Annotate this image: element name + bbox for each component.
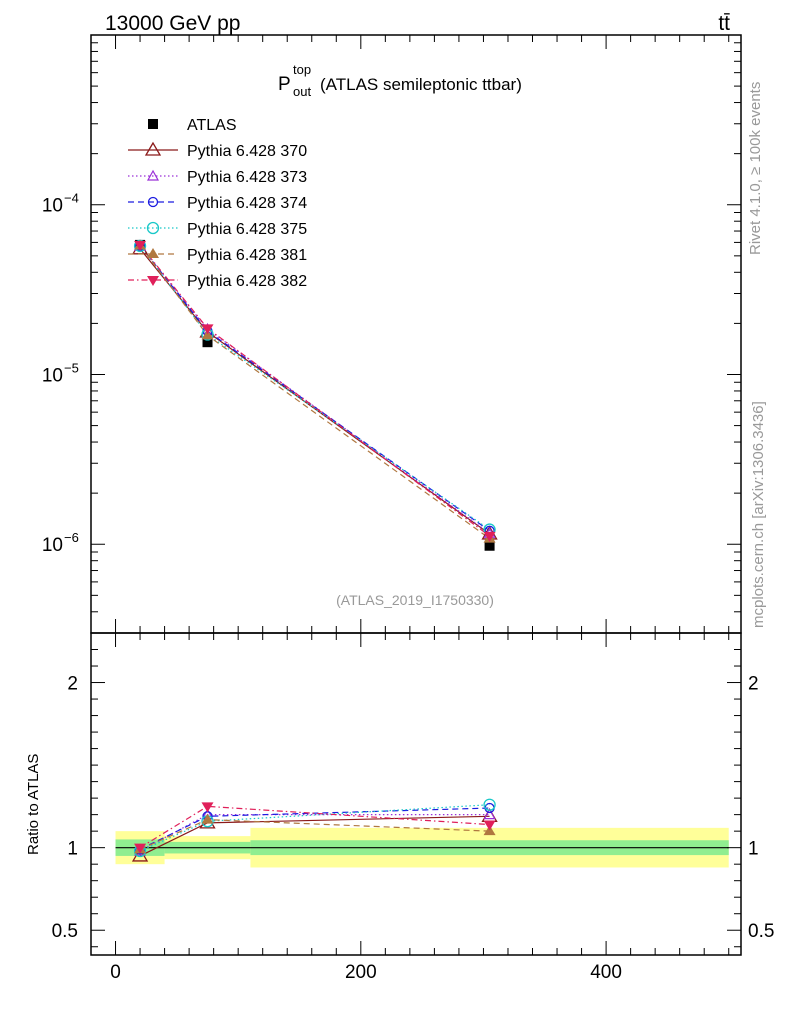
main-y-tick-exponent: −6 [64,530,79,545]
x-tick-labels: 0 200 400 [110,962,622,983]
ratio-line-3 [139,804,490,852]
legend-marker-3 [146,221,160,235]
rivet-version-label: Rivet 4.1.0, ≥ 100k events [747,82,764,255]
series-line-3 [139,245,490,531]
ratio-y-tick-labels: 2 2 1 1 0.5 0.5 [52,674,775,943]
energy-label: 13000 GeV pp [105,12,240,35]
main-y-tick-label: 10 [42,196,63,217]
ratio-y-tick-label-right: 1 [748,839,759,860]
x-tick-label: 200 [345,962,377,983]
x-tick-label: 0 [110,962,121,983]
title-subscript: out [293,84,311,99]
analysis-label: (ATLAS_2019_I1750330) [336,592,494,608]
title-superscript: top [293,62,311,77]
legend-marker-5 [147,276,159,286]
series-point-5 [134,240,147,251]
atlas-data-point [202,337,213,348]
main-axis-ticks [90,34,741,634]
process-label: tt̄ [718,12,730,35]
legend-marker-0 [144,141,162,156]
legend: ATLAS Pythia 6.428 370 Pythia 6.428 373 Pyt… [128,117,307,290]
ratio-frame [90,632,742,956]
ratio-y-tick-label-right: 2 [748,674,759,695]
legend-label-3: Pythia 6.428 375 [187,221,307,238]
legend-marker-4 [147,248,159,258]
legend-marker-1 [146,169,160,181]
main-y-tick-label: 10 [42,365,63,386]
series-point-4 [201,329,214,340]
ratio-point-4 [201,813,214,824]
main-data-layer [131,239,498,551]
series-line-5 [139,244,490,537]
main-y-tick-exponent: −4 [64,191,79,206]
legend-label-5: Pythia 6.428 382 [187,273,307,290]
legend-marker-atlas [148,119,158,129]
x-tick-label: 400 [590,962,622,983]
main-y-tick-label: 10 [42,535,63,556]
ratio-point-1 [483,808,496,820]
ratio-point-3 [483,798,496,811]
ratio-y-tick-label-right: 0.5 [748,921,774,942]
main-panel: 10−410−510−6 P top out (ATLAS semilepton… [42,34,742,634]
ratio-data-layer [131,798,498,862]
ratio-point-5 [201,802,214,813]
ratio-point-0 [481,808,498,822]
atlas-data-point [484,540,495,551]
ratio-panel: 2 2 1 1 0.5 0.5 Ratio to ATLAS 0 200 400 [25,632,775,983]
ratio-point-5 [134,843,147,854]
series-point-5 [201,324,214,335]
ratio-y-tick-label: 2 [67,674,78,695]
ratio-point-5 [483,820,496,831]
series-point-5 [483,531,496,542]
legend-label-0: Pythia 6.428 370 [187,143,307,160]
ratio-uncertainty-bands [115,827,729,868]
source-label: mcplots.cern.ch [arXiv:1306.3436] [750,401,767,628]
legend-label-atlas: ATLAS [187,117,237,134]
series-line-0 [139,248,490,535]
legend-label-2: Pythia 6.428 374 [187,195,307,212]
plot-title: P top out (ATLAS semileptonic ttbar) [278,62,522,99]
main-y-tick-exponent: −5 [64,360,79,375]
title-rest: (ATLAS semileptonic ttbar) [320,75,522,94]
legend-label-1: Pythia 6.428 373 [187,169,307,186]
ratio-y-tick-label: 1 [67,839,78,860]
ratio-y-tick-label: 0.5 [52,921,78,942]
legend-marker-2 [147,196,159,208]
legend-label-4: Pythia 6.428 381 [187,247,307,264]
title-main: P [278,74,291,95]
main-y-tick-labels: 10−410−510−6 [42,191,79,556]
ratio-axis-ticks [90,633,741,955]
ratio-y-axis-label: Ratio to ATLAS [25,754,42,855]
